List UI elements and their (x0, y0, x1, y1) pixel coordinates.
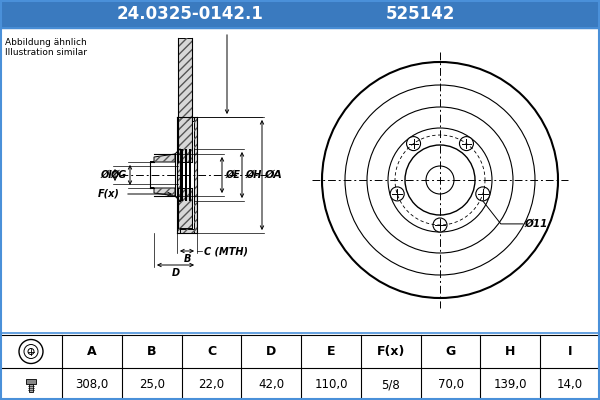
Bar (0, 0, 600, 28)
Text: ØG: ØG (111, 170, 127, 180)
Circle shape (460, 136, 473, 150)
Bar (178, 188, 192, 228)
Bar (29, 384, 33, 392)
Bar (177, 117, 197, 121)
Text: ØI: ØI (100, 170, 112, 180)
Bar (194, 117, 197, 233)
Bar (177, 117, 180, 233)
Text: D: D (172, 268, 179, 278)
Bar (181, 149, 182, 201)
Text: 525142: 525142 (385, 5, 455, 23)
Circle shape (390, 187, 404, 201)
Bar (26, 378, 36, 384)
Bar (0, 28, 600, 333)
Text: Ø11: Ø11 (525, 219, 548, 229)
Text: 22,0: 22,0 (199, 378, 224, 391)
Text: 5/8: 5/8 (382, 378, 400, 391)
Text: F(x): F(x) (98, 189, 120, 199)
Circle shape (476, 187, 490, 201)
Text: F(x): F(x) (377, 345, 405, 358)
Bar (178, 188, 192, 228)
Text: 308,0: 308,0 (75, 378, 109, 391)
Text: Abbildung ähnlich: Abbildung ähnlich (5, 38, 87, 47)
Bar (178, 38, 192, 162)
Bar (177, 117, 197, 121)
Circle shape (433, 218, 447, 232)
Bar (177, 229, 197, 233)
Bar (1, 28, 599, 333)
Text: ØH: ØH (245, 170, 262, 180)
Polygon shape (150, 188, 175, 196)
Text: I: I (568, 345, 572, 358)
Bar (194, 117, 197, 233)
Text: D: D (266, 345, 277, 358)
Text: 70,0: 70,0 (437, 378, 464, 391)
Text: E: E (327, 345, 335, 358)
Polygon shape (150, 154, 175, 162)
Text: 139,0: 139,0 (494, 378, 527, 391)
Bar (185, 149, 187, 201)
Text: H: H (505, 345, 515, 358)
Text: 14,0: 14,0 (557, 378, 583, 391)
Bar (180, 149, 194, 201)
Bar (189, 149, 191, 201)
Text: ØA: ØA (265, 170, 283, 180)
Text: A: A (87, 345, 97, 358)
Bar (177, 117, 180, 233)
Bar (177, 229, 197, 233)
Circle shape (407, 136, 421, 150)
Text: C: C (207, 345, 216, 358)
Bar (178, 38, 192, 162)
Text: 110,0: 110,0 (314, 378, 348, 391)
Text: C (MTH): C (MTH) (204, 246, 248, 256)
Text: 42,0: 42,0 (258, 378, 284, 391)
Text: G: G (445, 345, 455, 358)
Text: B: B (184, 254, 191, 264)
Text: 24.0325-0142.1: 24.0325-0142.1 (116, 5, 263, 23)
Text: ØE: ØE (225, 170, 240, 180)
Bar (0, 335, 600, 400)
Text: 25,0: 25,0 (139, 378, 164, 391)
Text: Illustration similar: Illustration similar (5, 48, 87, 57)
Text: B: B (147, 345, 157, 358)
